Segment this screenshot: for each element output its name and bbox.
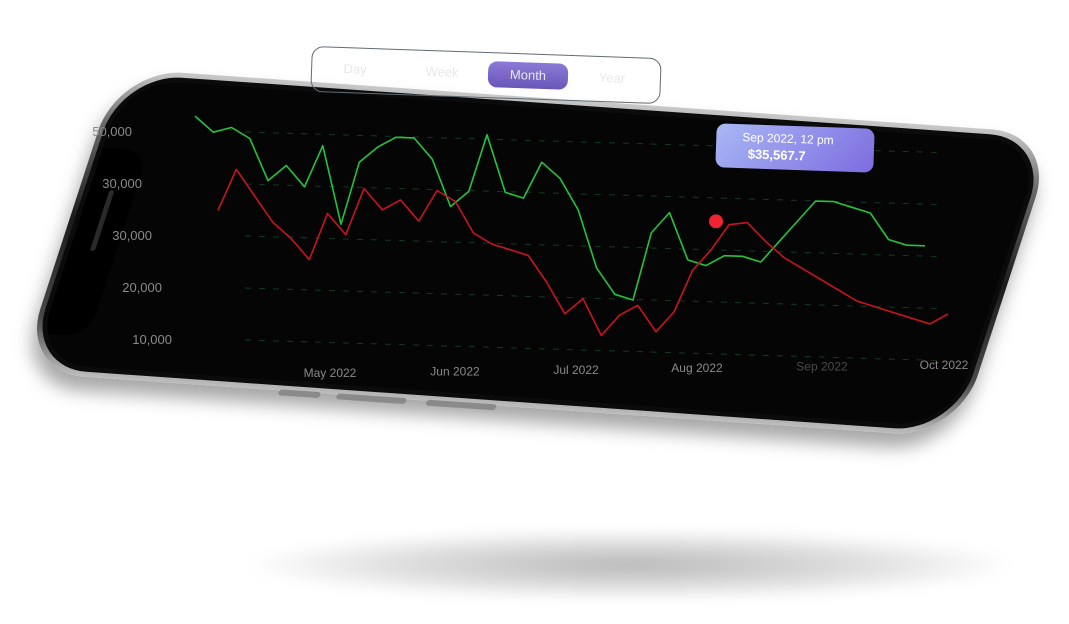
gridline	[244, 131, 946, 154]
gridline	[244, 287, 946, 310]
tab-day[interactable]: Day	[343, 61, 367, 77]
gridline	[244, 183, 946, 206]
y-tick-label: 30,000	[102, 176, 142, 191]
series-line-0	[194, 115, 926, 301]
x-tick-label: Aug 2022	[671, 361, 723, 375]
chart-marker	[709, 214, 723, 229]
tab-week[interactable]: Week	[425, 63, 459, 81]
y-tick-label: 50,000	[92, 124, 132, 139]
tab-year[interactable]: Year	[598, 69, 626, 86]
y-tick-label: 20,000	[122, 280, 162, 295]
tooltip-date: Sep 2022, 12 pm	[742, 130, 834, 148]
y-tick-label: 30,000	[112, 228, 152, 243]
y-axis: 10,000 20,000 30,000 30,000 50,000	[92, 124, 172, 347]
chart-series	[194, 115, 949, 337]
tab-month[interactable]: Month	[487, 61, 569, 90]
x-tick-label: Oct 2022	[920, 358, 969, 372]
series-line-1	[217, 168, 949, 337]
floor-shadow	[250, 530, 1010, 600]
price-tooltip: Sep 2022, 12 pm $35,567.7	[715, 123, 875, 173]
x-tick-label: Jun 2022	[430, 364, 480, 378]
x-tick-label: Sep 2022	[796, 360, 848, 374]
chart-grid	[244, 131, 946, 362]
highlight-point	[709, 214, 723, 229]
y-tick-label: 10,000	[132, 332, 172, 347]
x-tick-label: May 2022	[304, 366, 357, 380]
gridline	[244, 235, 946, 258]
gridline	[244, 339, 946, 362]
x-axis: May 2022 Jun 2022 Jul 2022 Aug 2022 Sep 2022…	[304, 358, 969, 380]
tooltip-value: $35,567.7	[747, 146, 806, 164]
x-tick-label: Jul 2022	[553, 363, 599, 377]
